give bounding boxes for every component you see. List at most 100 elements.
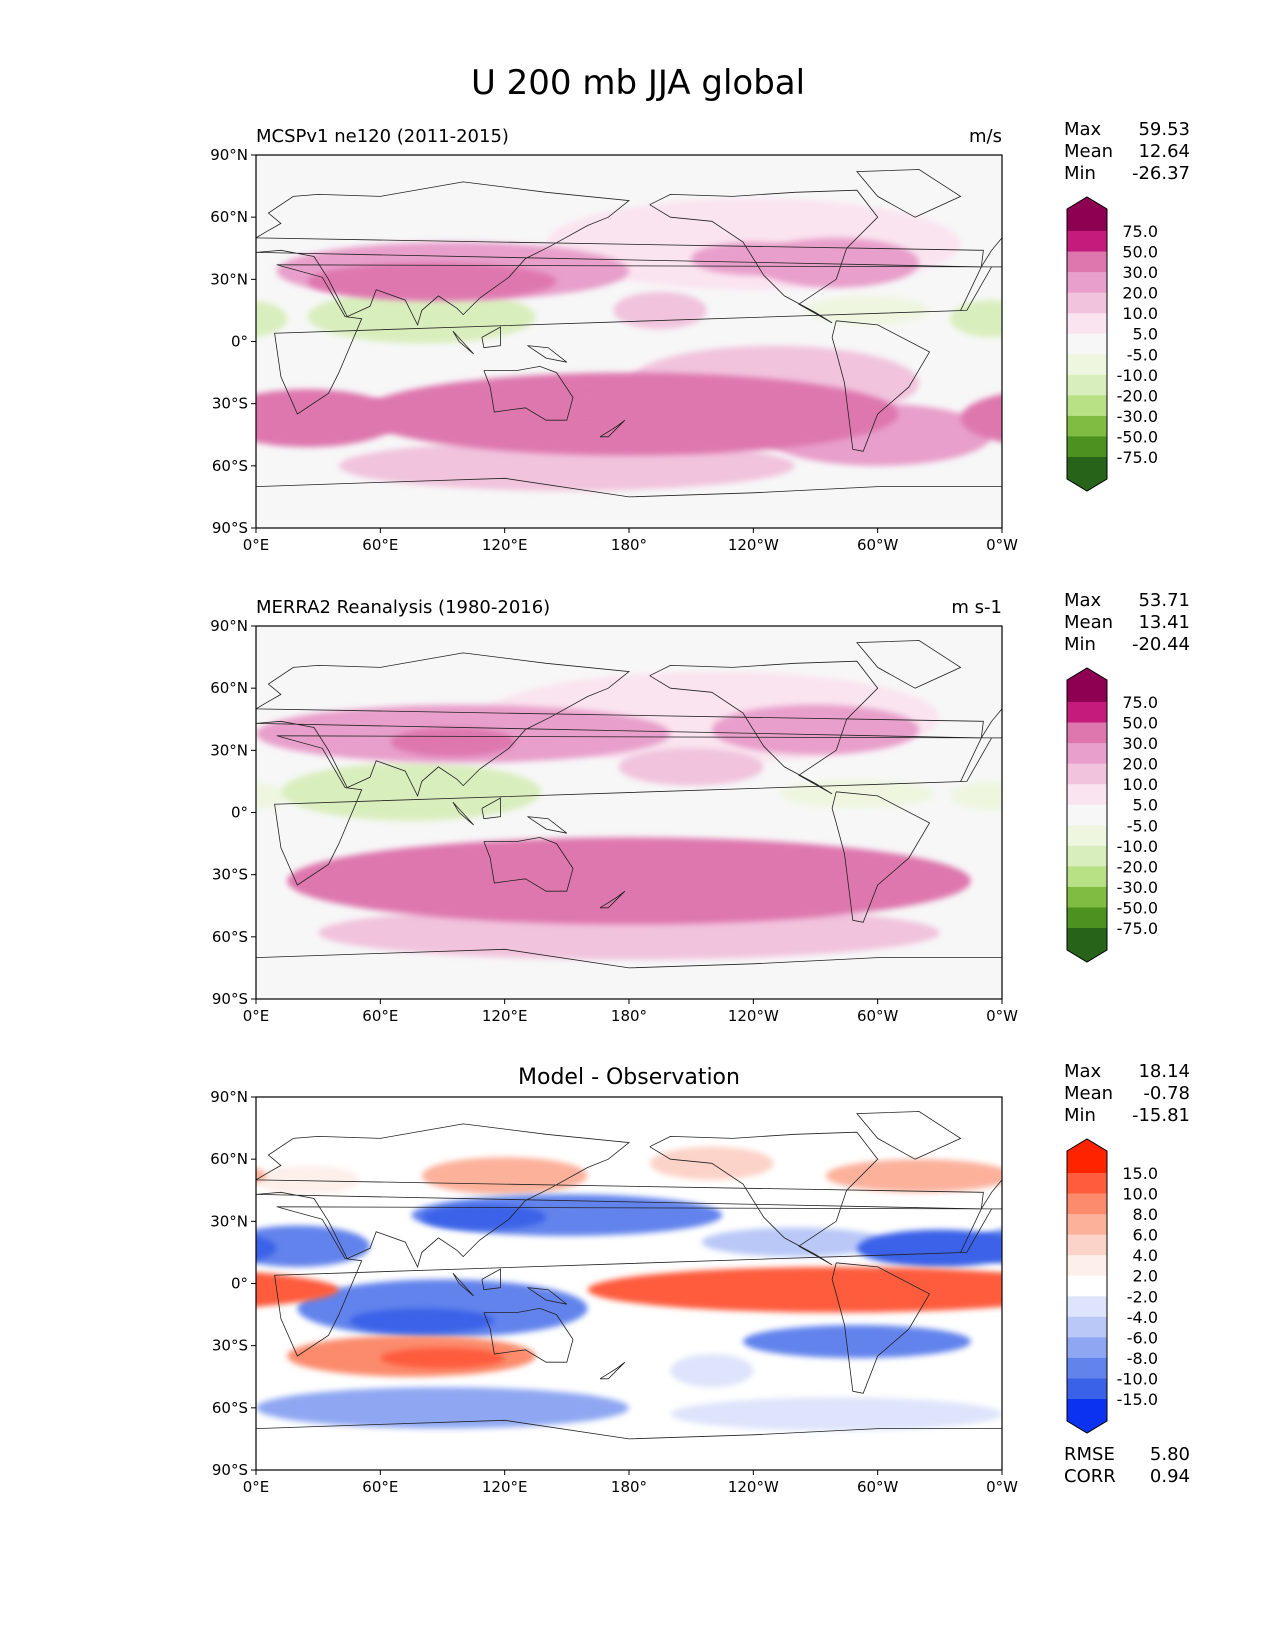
colorbar-band	[1067, 886, 1107, 908]
field-contour	[805, 295, 930, 325]
y-tick-label: 90°S	[212, 519, 248, 537]
y-tick-label: 90°N	[210, 617, 248, 635]
colorbar-outline	[1066, 667, 1108, 963]
colorbar-band	[1067, 866, 1107, 888]
stat-value-mean: 13.41	[1138, 612, 1190, 633]
y-tick-label: 0°	[231, 804, 248, 822]
colorbar-tick-label: 75.0	[1122, 222, 1158, 241]
coastline	[856, 1111, 962, 1160]
field-contour	[256, 1387, 629, 1429]
colorbar-tick-label: -75.0	[1117, 919, 1158, 938]
x-tick-label: 60°E	[362, 1478, 398, 1496]
y-tick-label: 60°S	[212, 928, 248, 946]
colorbar-band	[1067, 825, 1107, 847]
coastline	[856, 169, 962, 218]
field-contour	[742, 1324, 971, 1359]
field-contour	[256, 1168, 267, 1184]
colorbar-tick-label: 4.0	[1133, 1246, 1158, 1265]
colorbar-tick-label: 30.0	[1122, 263, 1158, 282]
colorbar-band	[1067, 395, 1107, 417]
panel-difference: Model - Observation 0°E 60°E 120°E 180° 120°…	[210, 1061, 1190, 1496]
x-tick-label: 180°	[611, 1007, 647, 1025]
coastline	[527, 1287, 568, 1305]
colorbar-tick-label: 10.0	[1122, 304, 1158, 323]
field-contour	[489, 389, 686, 419]
panel-model: MCSPv1 ne120 (2011-2015) m/s 0°E 60°E 120°…	[210, 119, 1190, 554]
colorbar-tick-label: 10.0	[1122, 1185, 1158, 1204]
colorbar-tick-label: 6.0	[1133, 1226, 1158, 1245]
colorbar-tick-label: 20.0	[1122, 284, 1158, 303]
field-contour	[701, 1227, 889, 1257]
colorbar-outline	[1066, 1138, 1108, 1434]
coastline	[452, 330, 474, 355]
colorbar-band	[1067, 722, 1107, 744]
colorbar-band	[1067, 1316, 1107, 1338]
colorbar-tick-label: 15.0	[1122, 1164, 1158, 1183]
coastline	[256, 477, 1002, 498]
y-tick-label: 0°	[231, 333, 248, 351]
coastline	[483, 365, 574, 421]
field-contour	[256, 1165, 360, 1195]
coastline	[483, 836, 574, 892]
metric-value-corr: 0.94	[1150, 1466, 1190, 1487]
colorbar-band	[1067, 272, 1107, 294]
field-contour	[670, 1397, 1002, 1431]
field-contour	[950, 781, 1002, 811]
colorbar-band	[1067, 1337, 1107, 1359]
coastline	[960, 237, 1002, 311]
x-tick-label: 0°W	[986, 1478, 1018, 1496]
field-contour	[256, 1235, 277, 1261]
stat-value-mean: -0.78	[1143, 1083, 1190, 1104]
metric-value-rmse: 5.80	[1150, 1444, 1190, 1465]
x-tick-label: 60°E	[362, 1007, 398, 1025]
coastline	[831, 791, 931, 923]
coastline	[649, 660, 879, 795]
y-tick-label: 60°N	[210, 679, 248, 697]
field-contour	[421, 1157, 588, 1195]
colorbar: 75.0 50.030.0 20.010.0 5.0-5.0 -10.0-20.0 -30…	[1066, 667, 1158, 963]
coastline	[599, 1361, 626, 1380]
colorbar-tick-label: -30.0	[1117, 407, 1158, 426]
colorbar-band	[1067, 415, 1107, 437]
colorbar-band	[1067, 436, 1107, 458]
stat-label-mean: Mean	[1064, 1083, 1113, 1104]
colorbar-tick-label: -10.0	[1117, 837, 1158, 856]
field-contour	[950, 300, 1002, 338]
colorbar-band	[1067, 784, 1107, 806]
colorbar-tick-label: 20.0	[1122, 755, 1158, 774]
coastline	[256, 652, 984, 797]
colorbar-band	[1067, 231, 1107, 253]
coastlines	[256, 640, 1002, 969]
coastline	[856, 640, 962, 689]
colorbar-band	[1067, 251, 1107, 273]
units-label: m/s	[969, 126, 1002, 147]
y-tick-label: 90°N	[210, 1088, 248, 1106]
stat-value-max: 53.71	[1138, 590, 1190, 611]
colorbar-tick-label: -50.0	[1117, 898, 1158, 917]
colorbar-tick-label: -6.0	[1127, 1328, 1158, 1347]
colorbar-tick-label: -15.0	[1117, 1390, 1158, 1409]
coastline	[649, 189, 879, 324]
field-contour	[856, 1229, 1002, 1267]
coastline	[452, 1272, 474, 1297]
units-label: m s-1	[951, 597, 1002, 618]
coastlines	[256, 1111, 1002, 1440]
field-contour	[349, 1308, 495, 1334]
x-tick-label: 120°E	[482, 1478, 528, 1496]
coastline	[831, 320, 931, 452]
metric-label-rmse: RMSE	[1064, 1444, 1115, 1465]
colorbar-extend-min	[1067, 928, 1107, 962]
colorbar-band	[1067, 1173, 1107, 1195]
stat-label-min: Min	[1064, 163, 1096, 184]
y-tick-label: 30°S	[212, 866, 248, 884]
colorbar-extend-max	[1067, 668, 1107, 702]
field-contour	[825, 1159, 1002, 1193]
field-contour	[618, 748, 764, 786]
coastline	[599, 890, 626, 909]
colorbar-extend-min	[1067, 457, 1107, 491]
colorbar-tick-label: 50.0	[1122, 714, 1158, 733]
coastline	[527, 345, 568, 363]
x-tick-label: 60°W	[857, 536, 899, 554]
panel-title: MERRA2 Reanalysis (1980-2016)	[256, 597, 550, 618]
y-tick-label: 60°N	[210, 1150, 248, 1168]
